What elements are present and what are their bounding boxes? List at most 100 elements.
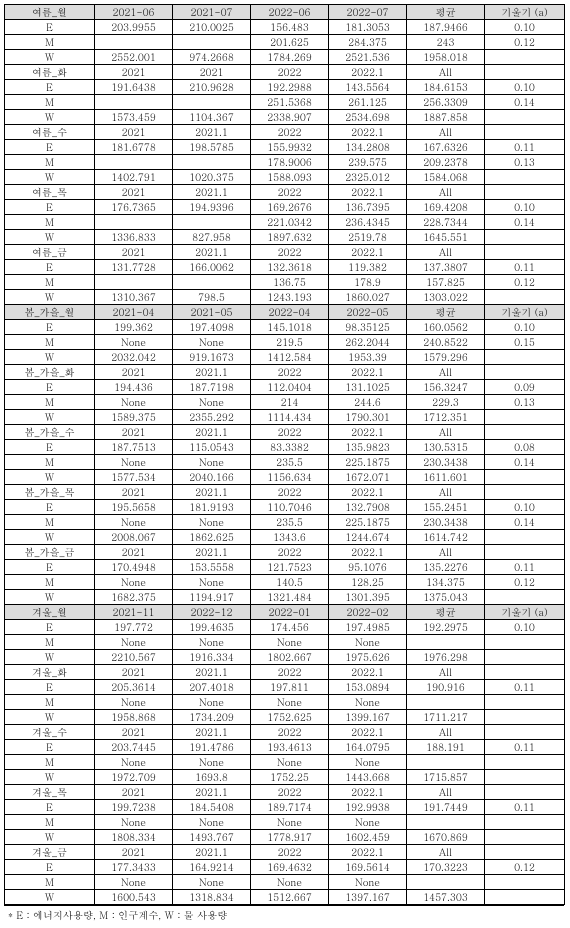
data-cell: None xyxy=(95,395,173,410)
row-label: M xyxy=(5,515,95,530)
data-cell: All xyxy=(407,185,485,200)
data-cell: 176.7365 xyxy=(95,200,173,215)
row-label: M xyxy=(5,215,95,230)
data-cell: None xyxy=(95,455,173,470)
data-cell: 2022 xyxy=(251,725,329,740)
data-cell: 2022 xyxy=(251,545,329,560)
data-cell: None xyxy=(95,695,173,710)
data-cell: 1402.791 xyxy=(95,170,173,185)
data-cell: 2022.1 xyxy=(329,65,407,80)
data-cell: None xyxy=(173,515,251,530)
data-cell: None xyxy=(173,875,251,890)
data-cell: 1752.25 xyxy=(251,770,329,785)
data-cell: 262.2044 xyxy=(329,335,407,350)
data-cell: 0.12 xyxy=(485,35,565,50)
data-cell: 1614.742 xyxy=(407,530,485,545)
section-header-row: 겨울_월2021-112022-122022-012022-02평균기울기 (a… xyxy=(5,605,565,620)
data-cell: 239.575 xyxy=(329,155,407,170)
data-cell: 197.811 xyxy=(251,680,329,695)
data-cell: 0.10 xyxy=(485,200,565,215)
data-cell xyxy=(485,890,565,905)
data-cell xyxy=(485,410,565,425)
data-row: W1573.4591104.3672338.9072534.6981887.85… xyxy=(5,110,565,125)
data-cell: 229.3 xyxy=(407,395,485,410)
header-cell: 2021-04 xyxy=(95,305,173,320)
data-row: W1310.367798.51243.1931860.0271303.022 xyxy=(5,290,565,305)
data-cell: All xyxy=(407,845,485,860)
data-cell: 2552.001 xyxy=(95,50,173,65)
row-label: W xyxy=(5,410,95,425)
data-cell: 2021 xyxy=(95,845,173,860)
data-cell: 1104.367 xyxy=(173,110,251,125)
data-cell: 1808.334 xyxy=(95,830,173,845)
data-cell: 2021 xyxy=(95,545,173,560)
data-cell: 1778.917 xyxy=(251,830,329,845)
data-cell: 1860.027 xyxy=(329,290,407,305)
data-cell: All xyxy=(407,725,485,740)
data-cell: 1343.6 xyxy=(251,530,329,545)
data-cell: 112.0404 xyxy=(251,380,329,395)
data-cell xyxy=(95,275,173,290)
row-label: 겨울_수 xyxy=(5,725,95,740)
data-row: E194.436187.7198112.0404131.1025156.3247… xyxy=(5,380,565,395)
row-label: 봄_가을_금 xyxy=(5,545,95,560)
row-label: 여름_수 xyxy=(5,125,95,140)
data-cell: 134.375 xyxy=(407,575,485,590)
data-row: MNoneNone235.5225.1875230.34380.14 xyxy=(5,515,565,530)
data-cell: 1752.625 xyxy=(251,710,329,725)
data-cell: 0.11 xyxy=(485,560,565,575)
data-cell: None xyxy=(329,635,407,650)
data-cell: 1512.667 xyxy=(251,890,329,905)
data-cell: 166.0062 xyxy=(173,260,251,275)
row-label: E xyxy=(5,200,95,215)
data-cell: 0.14 xyxy=(485,455,565,470)
data-row: 겨울_목20212021.120222022.1All xyxy=(5,785,565,800)
data-cell: 184.6153 xyxy=(407,80,485,95)
data-cell xyxy=(407,635,485,650)
data-cell: 2022 xyxy=(251,485,329,500)
row-label: W xyxy=(5,770,95,785)
data-row: 봄_가을_수20212021.120222022.1All xyxy=(5,425,565,440)
row-label: W xyxy=(5,470,95,485)
row-label: E xyxy=(5,80,95,95)
data-cell: None xyxy=(95,755,173,770)
data-cell: 2021 xyxy=(173,65,251,80)
data-cell: 143.5564 xyxy=(329,80,407,95)
data-cell: 0.13 xyxy=(485,395,565,410)
data-cell: 164.0795 xyxy=(329,740,407,755)
data-cell: 1412.584 xyxy=(251,350,329,365)
data-cell xyxy=(485,725,565,740)
data-cell: 2338.907 xyxy=(251,110,329,125)
data-cell: All xyxy=(407,665,485,680)
header-cell: 기울기 (a) xyxy=(485,605,565,620)
data-cell: 1020.375 xyxy=(173,170,251,185)
data-row: 겨울_금20212021.120222022.1All xyxy=(5,845,565,860)
data-cell: 1243.193 xyxy=(251,290,329,305)
data-cell: 2021 xyxy=(95,245,173,260)
row-label: M xyxy=(5,35,95,50)
row-label: 여름_화 xyxy=(5,65,95,80)
data-cell: None xyxy=(251,635,329,650)
data-row: M221.0342236.4345228.73440.14 xyxy=(5,215,565,230)
data-cell: None xyxy=(329,695,407,710)
data-cell: 195.5658 xyxy=(95,500,173,515)
data-cell: 0.10 xyxy=(485,80,565,95)
data-cell: 2021.1 xyxy=(173,785,251,800)
data-cell: 203.9955 xyxy=(95,20,173,35)
data-cell xyxy=(485,170,565,185)
data-row: MNoneNoneNoneNone xyxy=(5,815,565,830)
row-label: 겨울_화 xyxy=(5,665,95,680)
row-label: E xyxy=(5,740,95,755)
data-cell: 2021 xyxy=(95,125,173,140)
row-label: 여름_금 xyxy=(5,245,95,260)
data-cell: 1897.632 xyxy=(251,230,329,245)
data-row: 여름_화2021202120222022.1All xyxy=(5,65,565,80)
data-cell xyxy=(485,530,565,545)
data-cell: None xyxy=(95,515,173,530)
data-cell: 194.9396 xyxy=(173,200,251,215)
row-label: W xyxy=(5,290,95,305)
data-cell: 156.483 xyxy=(251,20,329,35)
row-label: W xyxy=(5,830,95,845)
data-cell: 261.125 xyxy=(329,95,407,110)
data-cell: 2022.1 xyxy=(329,185,407,200)
